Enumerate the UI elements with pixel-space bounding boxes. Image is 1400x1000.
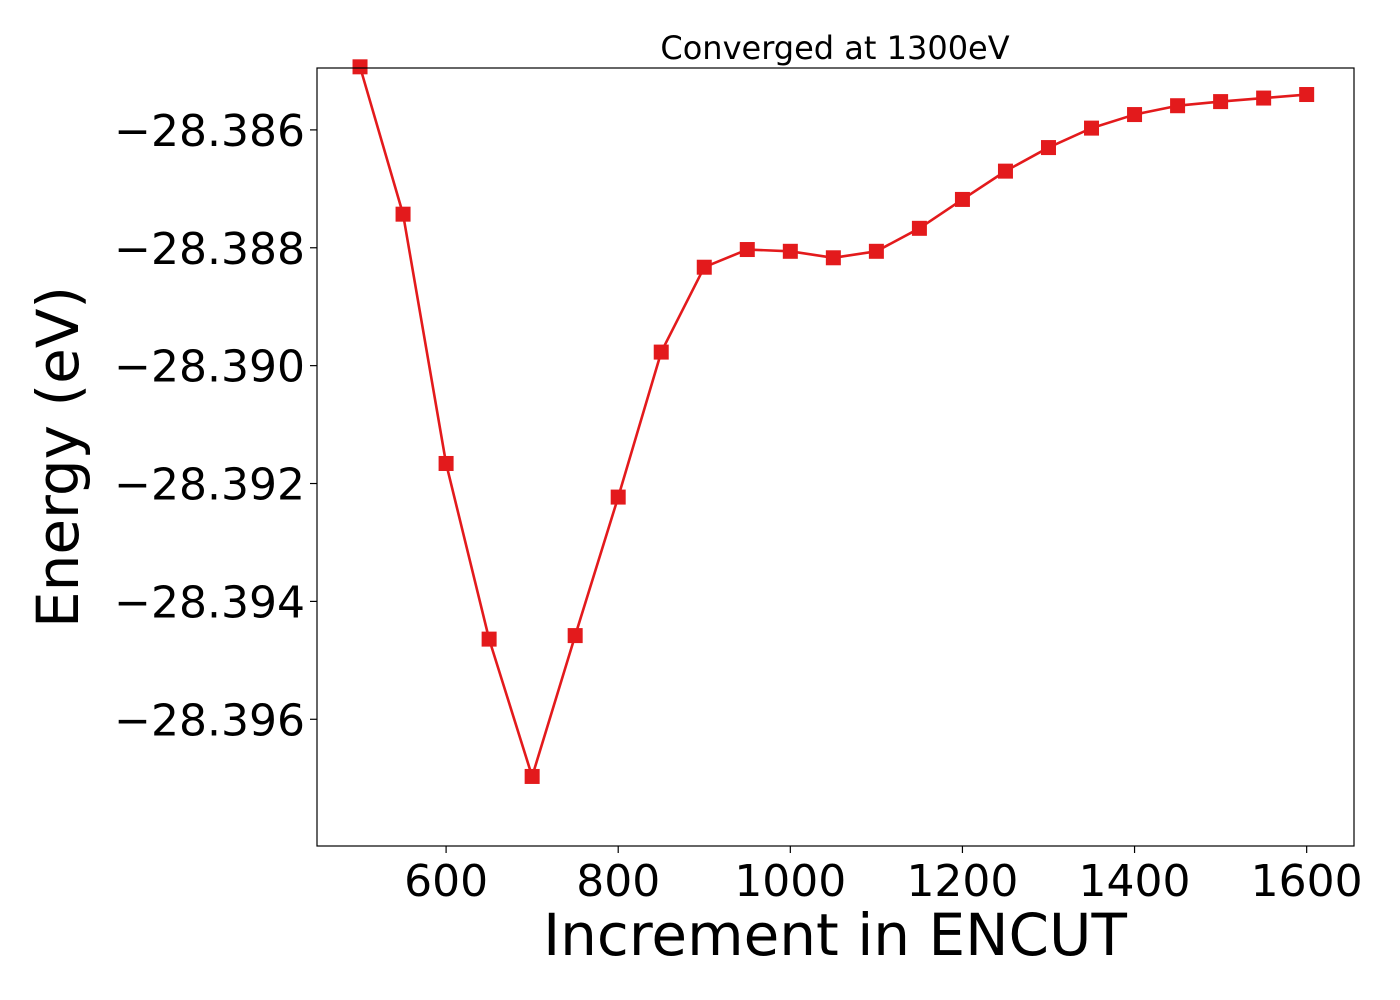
data-point-marker — [567, 628, 583, 644]
series-layer — [352, 59, 1315, 784]
data-point-marker — [954, 191, 970, 207]
data-point-marker — [395, 206, 411, 222]
data-point-marker — [696, 259, 712, 275]
data-point-marker — [1127, 107, 1143, 123]
y-tick-label: −28.392 — [114, 460, 305, 511]
y-tick-label: −28.394 — [114, 577, 305, 628]
x-tick-label: 1600 — [1251, 856, 1363, 907]
y-axis-label: Energy (eV) — [24, 286, 92, 628]
data-point-marker — [653, 344, 669, 360]
y-tick-label: −28.386 — [114, 106, 305, 157]
x-tick-label: 1400 — [1079, 856, 1191, 907]
axis-ticks: 600 800 1000 1200 1400 1600 −28.386 −28.388 −28.… — [114, 106, 1362, 907]
y-tick-label: −28.390 — [114, 342, 305, 393]
data-point-marker — [825, 250, 841, 266]
data-point-marker — [782, 243, 798, 259]
data-point-marker — [352, 59, 368, 75]
data-point-marker — [1256, 90, 1272, 106]
x-tick-label: 600 — [404, 856, 488, 907]
data-point-marker — [868, 243, 884, 259]
data-point-marker — [1084, 120, 1100, 136]
y-tick-label: −28.396 — [114, 695, 305, 746]
data-point-marker — [997, 163, 1013, 179]
data-point-marker — [1213, 94, 1229, 110]
data-point-marker — [438, 455, 454, 471]
data-point-marker — [610, 489, 626, 505]
data-point-marker — [1040, 140, 1056, 156]
data-point-marker — [1299, 87, 1315, 103]
data-point-marker — [481, 631, 497, 647]
x-tick-label: 1000 — [734, 856, 846, 907]
y-tick-label: −28.388 — [114, 224, 305, 275]
data-point-marker — [911, 220, 927, 236]
x-axis-label: Increment in ENCUT — [543, 901, 1127, 969]
chart-title: Converged at 1300eV — [660, 29, 1009, 67]
data-point-marker — [739, 242, 755, 258]
data-point-marker — [524, 768, 540, 784]
data-point-marker — [1170, 98, 1186, 114]
x-tick-label: 1200 — [906, 856, 1018, 907]
plot-frame — [316, 67, 1355, 847]
x-tick-label: 800 — [576, 856, 660, 907]
